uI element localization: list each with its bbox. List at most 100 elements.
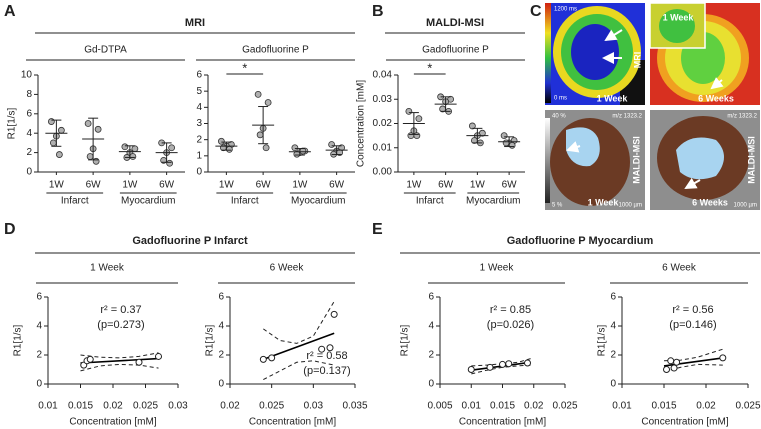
y-tick-label: 2 xyxy=(610,350,616,361)
data-point xyxy=(330,310,338,318)
annotation: (p=0.137) xyxy=(303,365,350,377)
data-point xyxy=(256,131,264,139)
x-tick-label: 1W xyxy=(49,180,65,191)
x-tick-label: 0.015 xyxy=(68,401,93,412)
y-tick-label: 0.00 xyxy=(373,167,393,178)
sd-bar xyxy=(161,142,172,163)
panel-title: MALDI-MSI xyxy=(426,17,484,29)
time-label: 1 Week xyxy=(597,93,629,103)
y-tick-label: 0 xyxy=(36,379,42,390)
y-tick-label: 4 xyxy=(218,321,224,332)
y-tick-label: 0.03 xyxy=(373,94,393,105)
confidence-band xyxy=(80,363,159,372)
mz-label: m/z 1323.2 xyxy=(727,114,757,120)
x-tick-label: 0.005 xyxy=(427,401,452,412)
data-point xyxy=(667,357,675,365)
annotation: r² = 0.85 xyxy=(490,304,531,316)
panel-title: Gadofluorine P Infarct xyxy=(132,235,248,247)
panel-title: Gadofluorine P Myocardium xyxy=(507,235,654,247)
chart-title: 1 Week xyxy=(90,263,125,274)
x-tick-label: 1W xyxy=(122,180,138,191)
fit-line xyxy=(80,357,159,364)
x-axis-title: Concentration [mM] xyxy=(459,417,546,428)
data-point xyxy=(467,366,475,373)
x-tick-label: 0.01 xyxy=(462,401,482,412)
data-point xyxy=(264,99,272,106)
y-axis-title: R1[1/s] xyxy=(7,107,18,139)
group-label: Myocardium xyxy=(121,196,175,207)
annotation: r² = 0.58 xyxy=(306,350,347,362)
y-tick-label: 0.02 xyxy=(373,118,393,129)
x-tick-label: 0.02 xyxy=(103,401,123,412)
data-point xyxy=(131,145,139,153)
scale-label: 1200 ms xyxy=(554,7,577,13)
x-tick-label: 0.025 xyxy=(259,401,284,412)
x-tick-label: 1W xyxy=(470,180,486,191)
chart-title: 6 Week xyxy=(662,263,697,274)
y-tick-label: 0.04 xyxy=(373,70,393,81)
panel-title: MRI xyxy=(185,17,205,29)
scalebar-label: 1000 µm xyxy=(734,203,757,209)
fit-line xyxy=(263,332,335,361)
sd-bar xyxy=(88,117,99,161)
confidence-band xyxy=(80,352,159,359)
y-tick-label: 6 xyxy=(196,70,202,81)
x-tick-label: 1W xyxy=(406,180,422,191)
data-point xyxy=(673,358,681,366)
y-tick-label: 6 xyxy=(26,108,32,119)
y-axis-title: R1[1/s] xyxy=(597,324,608,356)
panel-letter: E xyxy=(372,221,383,238)
sd-bar xyxy=(51,119,62,147)
data-point xyxy=(262,144,270,152)
data-point xyxy=(217,137,225,145)
x-tick-label: 6W xyxy=(329,180,345,191)
maldi-image: 40 % 5 % m/z 1323.2 MALDI-MSI 1 Week 100… xyxy=(545,110,645,210)
x-tick-label: 0.02 xyxy=(220,401,240,412)
data-point xyxy=(86,355,94,363)
x-tick-label: 1W xyxy=(219,180,235,191)
y-tick-label: 8 xyxy=(26,89,32,100)
x-tick-label: 0.03 xyxy=(168,401,188,412)
y-tick-label: 6 xyxy=(36,292,42,303)
sd-bar xyxy=(504,136,515,148)
scale-label: 40 % xyxy=(552,114,566,120)
data-point xyxy=(415,115,423,123)
group-label: Myocardium xyxy=(466,196,520,207)
y-tick-label: 5 xyxy=(196,86,202,97)
sd-bar xyxy=(408,112,419,135)
y-axis-title: R1[1/s] xyxy=(205,324,216,356)
chart-title: 6 Week xyxy=(270,263,305,274)
data-point xyxy=(155,352,162,360)
data-point xyxy=(505,360,513,368)
annotation: (p=0.146) xyxy=(669,319,716,331)
time-label: 6 Weeks xyxy=(692,197,728,207)
data-point xyxy=(413,132,421,140)
x-axis-title: Concentration [mM] xyxy=(69,417,156,428)
time-label: 6 Weeks xyxy=(698,93,734,103)
y-tick-label: 4 xyxy=(610,321,616,332)
sd-bar xyxy=(124,145,135,158)
data-point xyxy=(502,139,510,147)
y-tick-label: 2 xyxy=(36,350,42,361)
scale-label: 0 ms xyxy=(554,96,567,102)
y-tick-label: 4 xyxy=(26,128,32,139)
data-point xyxy=(168,144,176,152)
x-tick-label: 0.01 xyxy=(612,401,632,412)
data-point xyxy=(129,153,137,160)
x-tick-label: 0.025 xyxy=(552,401,577,412)
x-tick-label: 0.01 xyxy=(38,401,58,412)
data-point xyxy=(508,141,516,149)
y-tick-label: 4 xyxy=(428,321,434,332)
mz-label: m/z 1323.2 xyxy=(612,114,642,120)
annotation: r² = 0.56 xyxy=(672,304,713,316)
data-point xyxy=(268,354,276,362)
mri-image: 1 Week 6 Weeks xyxy=(649,2,760,105)
data-point xyxy=(55,151,63,158)
group-label: Infarct xyxy=(416,196,444,207)
method-label: MRI xyxy=(632,52,642,69)
x-tick-label: 0.025 xyxy=(133,401,158,412)
sd-bar xyxy=(440,96,451,112)
y-tick-label: 0.01 xyxy=(373,142,393,153)
data-point xyxy=(84,120,92,127)
confidence-band xyxy=(263,360,335,381)
